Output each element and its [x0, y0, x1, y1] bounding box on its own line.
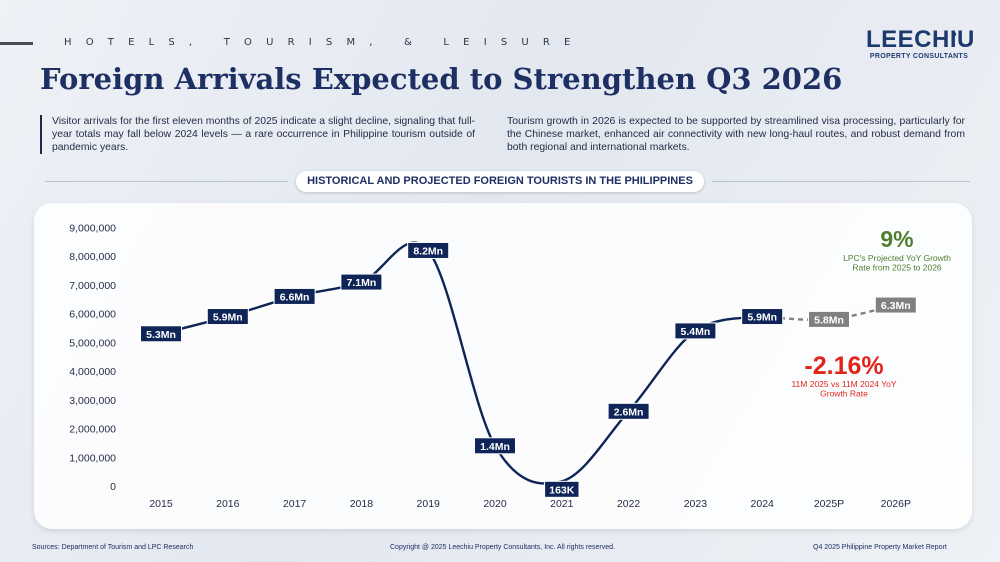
- data-label: 5.8Mn: [808, 310, 850, 328]
- yoy-growth-caption: 11M 2025 vs 11M 2024 YoY: [791, 379, 896, 389]
- data-label-box: [808, 310, 850, 328]
- chart-title: HISTORICAL AND PROJECTED FOREIGN TOURIST…: [296, 171, 704, 192]
- data-label-box: [273, 287, 316, 305]
- logo-wordmark: LEECHIU: [866, 26, 975, 53]
- data-label-text: 5.9Mn: [213, 312, 243, 324]
- data-label-text: 163K: [549, 484, 575, 496]
- yoy-growth-caption: Growth Rate: [820, 389, 868, 399]
- data-label-box: [140, 325, 182, 343]
- data-label-box: [874, 296, 917, 314]
- y-tick-label: 0: [110, 481, 116, 493]
- chart-title-divider-left: [45, 181, 288, 182]
- data-label-text: 6.3Mn: [881, 300, 911, 312]
- data-label: 1.4Mn: [474, 437, 516, 455]
- footer-report: Q4 2025 Philippine Property Market Repor…: [813, 544, 947, 551]
- data-label-text: 8.2Mn: [413, 245, 443, 257]
- data-labels: 5.3Mn 5.9Mn 6.6Mn 7.1Mn 8.2Mn 1.4Mn 163K 2.6Mn 5…: [140, 241, 917, 498]
- footer-sources: Sources: Department of Tourism and LPC R…: [32, 544, 194, 551]
- x-tick-label: 2026P: [881, 498, 911, 510]
- x-tick-label: 2024: [751, 498, 775, 510]
- x-tick-label: 2015: [149, 498, 173, 510]
- data-label: 2.6Mn: [607, 402, 650, 420]
- growth-projection-value: 9%: [880, 226, 913, 252]
- chart-title-divider-right: [712, 181, 970, 182]
- intro-left-paragraph: Visitor arrivals for the first eleven mo…: [40, 115, 475, 154]
- data-label: 5.9Mn: [741, 308, 784, 326]
- footer-copyright: Copyright @ 2025 Leechiu Property Consul…: [390, 544, 615, 551]
- data-label-text: 1.4Mn: [480, 441, 510, 453]
- x-tick-label: 2023: [684, 498, 708, 510]
- data-label: 6.6Mn: [273, 287, 316, 305]
- logo-subtitle: PROPERTY CONSULTANTS: [869, 53, 969, 60]
- x-tick-label: 2021: [550, 498, 574, 510]
- data-label: 7.1Mn: [340, 273, 383, 291]
- data-label: 163K: [544, 480, 580, 498]
- yoy-growth-value: -2.16%: [804, 352, 883, 380]
- data-label-text: 7.1Mn: [347, 277, 377, 289]
- data-label-text: 5.8Mn: [814, 314, 844, 326]
- data-label-box: [607, 402, 650, 420]
- y-tick-label: 2,000,000: [69, 424, 116, 436]
- data-label-box: [674, 322, 717, 340]
- x-axis: 2015 2016 2017 2018 2019 2020 2021 2022 2023 2024…: [149, 498, 911, 510]
- data-label-text: 2.6Mn: [614, 406, 644, 418]
- data-label: 5.9Mn: [206, 308, 249, 326]
- growth-projection-caption: Rate from 2025 to 2026: [852, 263, 942, 273]
- data-label-text: 5.3Mn: [146, 329, 176, 341]
- y-tick-label: 7,000,000: [69, 280, 116, 292]
- data-label: 5.3Mn: [140, 325, 182, 343]
- data-label-box: [407, 241, 450, 259]
- data-label: 5.4Mn: [674, 322, 717, 340]
- chart-card: [34, 203, 972, 529]
- y-tick-label: 6,000,000: [69, 309, 116, 321]
- data-label-box: [340, 273, 383, 291]
- x-tick-label: 2022: [617, 498, 641, 510]
- y-tick-label: 4,000,000: [69, 366, 116, 378]
- y-tick-label: 1,000,000: [69, 452, 116, 464]
- company-logo: LEECHIU ● PROPERTY CONSULTANTS: [866, 26, 975, 61]
- data-label-box: [544, 480, 580, 498]
- x-tick-label: 2018: [350, 498, 374, 510]
- y-tick-label: 3,000,000: [69, 395, 116, 407]
- x-tick-label: 2020: [483, 498, 507, 510]
- header-rule: [0, 42, 33, 45]
- data-label-text: 5.4Mn: [681, 326, 711, 338]
- data-label-text: 6.6Mn: [280, 291, 310, 303]
- growth-projection-caption: LPC's Projected YoY Growth: [843, 253, 951, 263]
- y-axis: 0 1,000,000 2,000,000 3,000,000 4,000,000 5,0…: [69, 223, 116, 494]
- chart-series: [160, 241, 897, 485]
- y-tick-label: 9,000,000: [69, 223, 116, 235]
- y-tick-label: 5,000,000: [69, 337, 116, 349]
- x-tick-label: 2019: [417, 498, 441, 510]
- data-label-box: [741, 308, 784, 326]
- data-label: 8.2Mn: [407, 241, 450, 259]
- data-label-text: 5.9Mn: [747, 312, 777, 324]
- y-tick-label: 8,000,000: [69, 251, 116, 263]
- x-tick-label: 2017: [283, 498, 307, 510]
- logo-dot-icon: ●: [951, 29, 958, 40]
- data-label-box: [474, 437, 516, 455]
- series-line-historical: [160, 241, 763, 485]
- x-tick-label: 2016: [216, 498, 240, 510]
- page-title: Foreign Arrivals Expected to Strengthen …: [40, 62, 843, 96]
- data-label-box: [206, 308, 249, 326]
- data-label: 6.3Mn: [874, 296, 917, 314]
- section-label: HOTELS, TOURISM, & LEISURE: [64, 37, 585, 48]
- x-tick-label: 2025P: [814, 498, 844, 510]
- intro-right-paragraph: Tourism growth in 2026 is expected to be…: [507, 116, 965, 153]
